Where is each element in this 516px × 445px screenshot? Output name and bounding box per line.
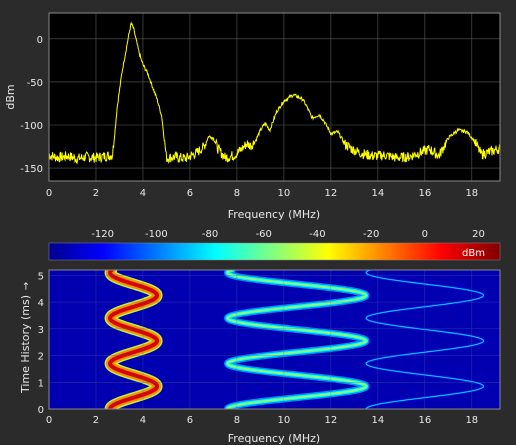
waterfall-x-tick-label: 14 [371, 415, 384, 426]
colorbar-tick-label: -80 [202, 229, 218, 240]
spectrum-plot-border [48, 12, 501, 182]
colorbar: -120 -100 -80 -60 -40 -20 0 20 dBm [48, 229, 501, 261]
colorbar-tick-label: 20 [472, 229, 485, 240]
spectrum-x-tick-label: 16 [418, 188, 431, 199]
spectrum-x-tick-label: 18 [465, 188, 478, 199]
waterfall-sweep-trace [365, 270, 484, 409]
colorbar-tick-label: -100 [145, 229, 168, 240]
spectrum-chart: 0 2 4 6 8 10 12 14 16 18 0 -50 -100 -150 Frequency (… [4, 12, 501, 221]
spectrum-x-tick-label: 12 [325, 188, 338, 199]
spectrum-y-tick-label: 0 [37, 35, 43, 46]
waterfall-y-axis-label: Time History (ms) [19, 295, 32, 394]
waterfall-x-tick-label: 2 [93, 415, 99, 426]
colorbar-tick-label: -60 [256, 229, 272, 240]
waterfall-background [49, 270, 500, 409]
spectrum-x-tick-label: 8 [234, 188, 240, 199]
spectrum-y-tick-label: -100 [20, 121, 43, 132]
spectrum-y-tick-label: -150 [20, 164, 43, 175]
spectrum-x-tick-label: 0 [46, 188, 52, 199]
colorbar-tick-label: 0 [422, 229, 428, 240]
waterfall-x-tick-label: 6 [187, 415, 193, 426]
waterfall-sweep-trace [226, 270, 367, 409]
waterfall-y-tick-label: 5 [38, 271, 44, 282]
waterfall-sweep-trace [108, 270, 160, 409]
waterfall-x-tick-label: 16 [418, 415, 431, 426]
colorbar-unit-label: dBm [462, 248, 485, 259]
colorbar-tick-label: -120 [91, 229, 114, 240]
spectrum-y-tick-label: -50 [27, 78, 43, 89]
waterfall-y-tick-label: 1 [38, 378, 44, 389]
waterfall-x-tick-labels: 0 2 4 6 8 10 12 14 16 18 [46, 415, 478, 426]
colorbar-tick-label: -40 [309, 229, 325, 240]
waterfall-y-axis-arrow: → [21, 282, 32, 290]
waterfall-x-tick-label: 0 [46, 415, 52, 426]
spectrum-x-tick-label: 14 [371, 188, 384, 199]
spectrum-grid [48, 13, 500, 181]
waterfall-x-tick-label: 18 [465, 415, 478, 426]
spectrum-x-tick-label: 2 [93, 188, 99, 199]
spectrum-x-tick-label: 4 [140, 188, 146, 199]
spectrum-trace-group [49, 21, 500, 165]
waterfall-plot-border [48, 269, 501, 410]
waterfall-x-tick-label: 8 [234, 415, 240, 426]
spectrum-x-tick-label: 10 [278, 188, 291, 199]
waterfall-x-axis-label: Frequency (MHz) [228, 432, 320, 445]
spectrum-y-tick-labels: 0 -50 -100 -150 [20, 35, 43, 175]
waterfall-y-tick-label: 4 [38, 298, 44, 309]
spectrum-plot-area [49, 13, 500, 181]
waterfall-y-tick-labels: 0 1 2 3 4 5 [38, 271, 44, 416]
spectrum-x-axis-label: Frequency (MHz) [228, 208, 320, 221]
waterfall-x-tick-label: 10 [278, 415, 291, 426]
spectrum-trace [49, 21, 500, 165]
colorbar-tick-labels: -120 -100 -80 -60 -40 -20 0 20 [91, 229, 485, 240]
spectrum-x-tick-labels: 0 2 4 6 8 10 12 14 16 18 [46, 188, 478, 199]
spectrum-y-axis-label: dBm [4, 84, 17, 109]
waterfall-y-tick-label: 0 [38, 405, 44, 416]
waterfall-y-tick-label: 3 [38, 325, 44, 336]
waterfall-x-tick-label: 12 [325, 415, 338, 426]
waterfall-x-tick-label: 4 [140, 415, 146, 426]
colorbar-tick-label: -20 [363, 229, 379, 240]
waterfall-y-tick-label: 2 [38, 352, 44, 363]
colorbar-gradient [48, 242, 501, 261]
spectrum-x-tick-label: 6 [187, 188, 193, 199]
waterfall-heatmap [49, 270, 500, 409]
